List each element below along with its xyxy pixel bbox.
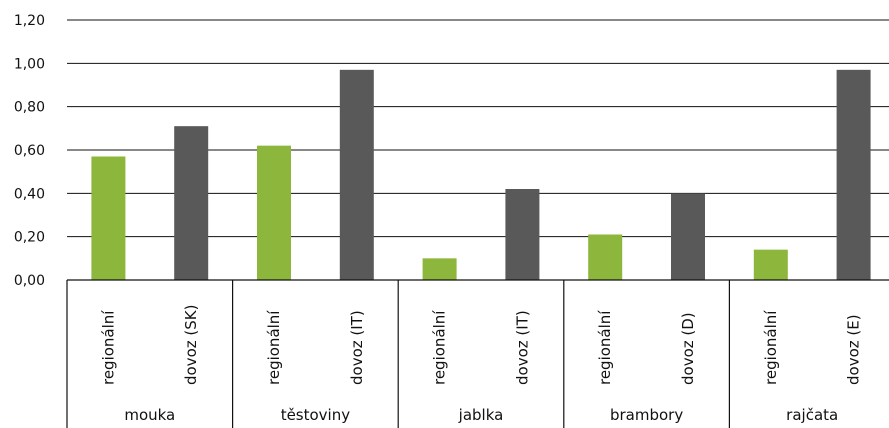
group-labels: mouka těstoviny jablka brambory rajčata <box>124 406 838 424</box>
bar-import <box>505 189 540 280</box>
bar-category-label: regionální <box>265 310 283 385</box>
y-tick-label: 1,20 <box>14 13 45 29</box>
bar-category-label: dovoz (IT) <box>348 310 366 385</box>
group-label: rajčata <box>786 406 838 424</box>
bar-category-label: dovoz (D) <box>679 312 697 385</box>
bar-category-label: regionální <box>99 310 117 385</box>
bar-regional <box>753 249 788 280</box>
y-tick-label: 0,80 <box>14 100 45 116</box>
bar-import <box>174 126 209 281</box>
bar-regional <box>91 156 126 280</box>
bar-category-label: regionální <box>596 310 614 385</box>
bar-category-label: dovoz (IT) <box>513 310 531 385</box>
bar-import <box>671 193 705 280</box>
bar-import <box>339 69 374 280</box>
bar-regional <box>422 258 457 280</box>
category-axis <box>66 279 889 428</box>
y-tick-label: 1,00 <box>14 56 45 72</box>
bar-category-label: regionální <box>762 310 780 385</box>
bar-regional <box>588 234 623 280</box>
y-tick-label: 0,40 <box>14 186 45 202</box>
y-tick-label: 0,20 <box>14 230 45 246</box>
bar-regional <box>257 145 291 280</box>
bars <box>91 69 871 281</box>
bar-category-labels: regionální dovoz (SK) regionální dovoz (IT)… <box>99 305 862 385</box>
group-label: jablka <box>458 406 504 424</box>
group-label: těstoviny <box>281 406 351 424</box>
bar-category-label: dovoz (E) <box>845 314 863 385</box>
bar-import <box>836 69 871 280</box>
y-tick-label: 0,00 <box>14 273 45 289</box>
y-axis-tick-labels: 0,00 0,20 0,40 0,60 0,80 1,00 1,20 <box>14 13 45 289</box>
group-label: brambory <box>610 406 683 424</box>
bar-category-label: dovoz (SK) <box>182 305 200 385</box>
bar-category-label: regionální <box>431 310 449 385</box>
group-label: mouka <box>124 406 175 424</box>
y-tick-label: 0,60 <box>14 143 45 159</box>
